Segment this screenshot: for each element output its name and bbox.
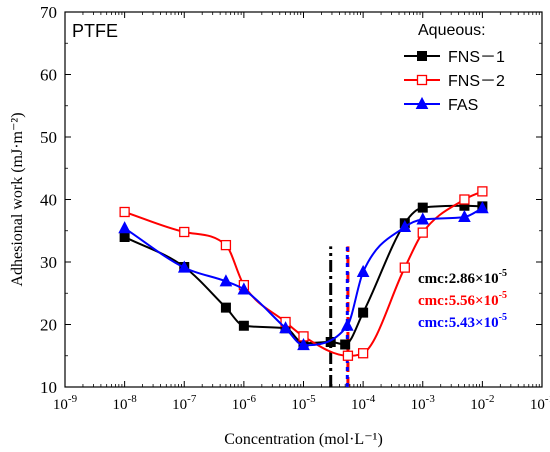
data-point	[417, 227, 428, 238]
y-tick-label: 40	[40, 191, 57, 210]
data-point	[398, 219, 412, 232]
legend-swatch-marker	[415, 96, 429, 109]
x-tick-base: 10	[291, 397, 306, 413]
cmc-annotation-exponent: -5	[499, 312, 507, 323]
data-point	[119, 206, 130, 218]
y-axis-ticks: 10 20 30 40 50 60 70	[40, 3, 542, 397]
data-point	[358, 307, 369, 318]
cmc-annotation: cmc:5.43×10-5	[418, 312, 507, 331]
x-tick-base: 10	[470, 397, 485, 413]
cmc-annotation-text: cmc:2.86×10	[418, 271, 499, 287]
x-tick-exponent: -2	[485, 393, 494, 405]
data-point	[340, 318, 354, 331]
x-tick-base: 10	[53, 397, 68, 413]
legend-title: Aqueous:	[418, 22, 486, 39]
x-tick-label: 10-2	[470, 393, 494, 413]
cmc-annotation-exponent: -5	[499, 290, 507, 301]
cmc-lines	[329, 246, 350, 387]
cmc-annotation: cmc:2.86×10-5	[418, 268, 507, 287]
data-point	[417, 202, 428, 213]
data-point	[459, 194, 470, 205]
x-tick-exponent: -5	[306, 393, 316, 405]
x-tick-base: 10	[232, 397, 247, 413]
y-axis-label: Adhesional work (mJ·m⁻²)	[9, 112, 26, 286]
y-tick-label: 60	[40, 66, 57, 85]
data-point	[119, 232, 130, 242]
x-tick-label: 10-7	[172, 393, 197, 413]
y-tick-label: 50	[40, 128, 57, 147]
cmc-annotation-exponent: -5	[499, 268, 507, 279]
series-1	[119, 186, 488, 361]
data-point	[356, 264, 370, 277]
legend-label: FAS	[448, 97, 478, 114]
x-axis-ticks: 10-910-810-710-610-510-410-310-210-1	[53, 12, 550, 413]
data-point	[238, 320, 249, 331]
x-tick-label: 10-3	[411, 393, 436, 413]
legend-label: FNS－1	[448, 49, 505, 66]
legend: Aqueous: FNS－1 FNS－2 FAS	[404, 22, 505, 114]
x-axis-label: Concentration (mol·L⁻¹)	[224, 431, 383, 448]
data-point	[237, 282, 251, 295]
cmc-annotation: cmc:5.56×10-5	[418, 290, 507, 309]
data-point	[342, 350, 354, 361]
data-point	[297, 338, 310, 351]
x-tick-base: 10	[113, 397, 128, 413]
data-point	[220, 302, 231, 313]
x-tick-exponent: -4	[366, 393, 376, 405]
x-tick-exponent: -7	[187, 393, 197, 405]
data-point	[118, 221, 131, 234]
x-tick-label: 10-8	[113, 393, 138, 413]
series-2	[118, 201, 489, 351]
x-tick-exponent: -6	[247, 393, 257, 405]
data-point	[220, 239, 232, 251]
data-point	[219, 274, 233, 287]
x-tick-exponent: -8	[128, 393, 138, 405]
data-point	[357, 348, 369, 359]
cmc-annotation-text: cmc:5.43×10	[418, 315, 499, 331]
data-point	[477, 186, 488, 197]
data-point	[279, 321, 292, 334]
legend-swatch-marker	[416, 74, 428, 86]
data-point	[177, 260, 191, 273]
x-tick-base: 10	[411, 397, 426, 413]
data-point	[340, 339, 351, 350]
x-tick-base: 10	[172, 397, 187, 413]
x-tick-label: 10-6	[232, 393, 257, 413]
legend-label: FNS－2	[448, 73, 505, 90]
x-tick-label: 10-1	[530, 393, 550, 413]
legend-swatch-marker	[417, 51, 427, 61]
x-tick-base: 10	[530, 397, 545, 413]
panel-label: PTFE	[72, 21, 118, 41]
x-tick-exponent: -1	[545, 393, 550, 405]
cmc-annotation-text: cmc:5.56×10	[418, 293, 499, 309]
y-tick-label: 20	[40, 316, 57, 335]
y-tick-label: 30	[40, 253, 57, 272]
data-point	[399, 262, 410, 273]
x-tick-exponent: -3	[426, 393, 436, 405]
x-tick-label: 10-4	[351, 393, 376, 413]
x-tick-base: 10	[351, 397, 366, 413]
data-point	[458, 209, 471, 222]
x-tick-exponent: -9	[68, 393, 78, 405]
data-point	[416, 212, 430, 225]
x-tick-label: 10-9	[53, 393, 78, 413]
y-tick-label: 10	[40, 378, 57, 397]
x-tick-label: 10-5	[291, 393, 316, 413]
y-tick-label: 70	[40, 3, 57, 22]
data-point	[476, 201, 489, 214]
data-point	[179, 226, 190, 238]
